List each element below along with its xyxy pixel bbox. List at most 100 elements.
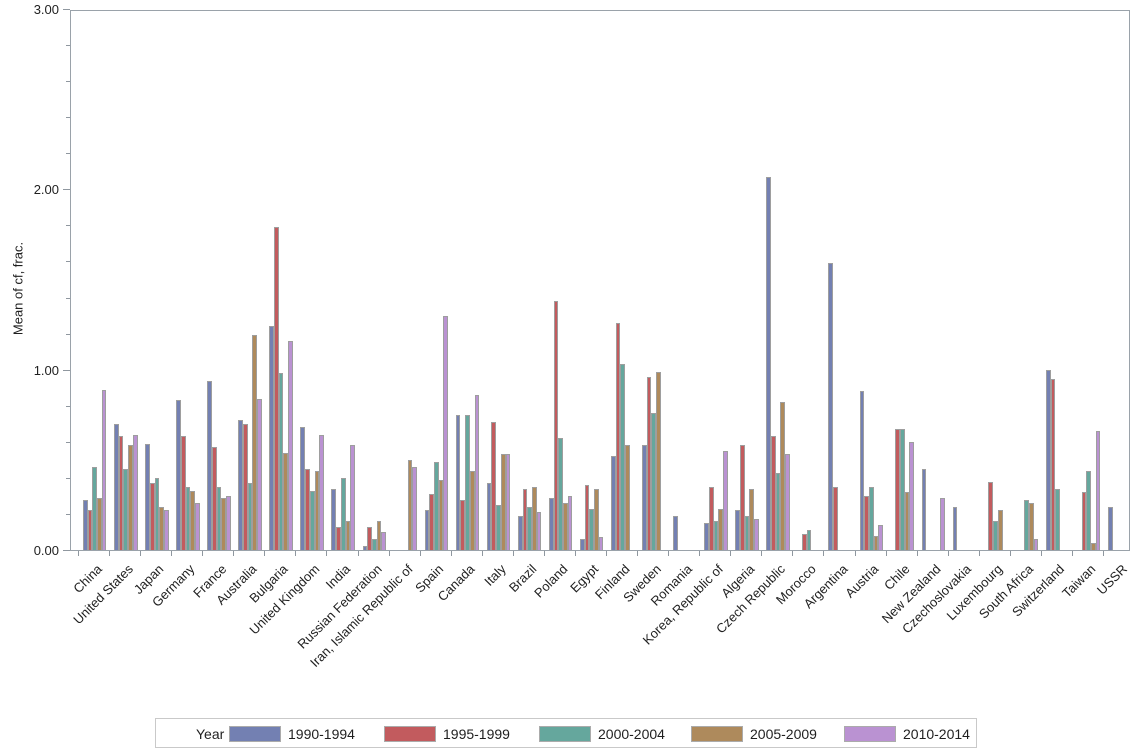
bar-taiwan-2010-2014 <box>1095 431 1101 550</box>
bar-egypt-2000-2004 <box>589 508 595 550</box>
bar-czech-republic-1995-1999 <box>771 436 776 550</box>
y-axis-minor-tick <box>66 405 70 407</box>
y-axis-major-tick <box>63 189 70 191</box>
x-axis-tick <box>419 551 421 556</box>
bar-japan-1990-1994 <box>145 443 150 550</box>
bar-france-2000-2004 <box>216 486 222 550</box>
bar-united-kingdom-1990-1994 <box>300 427 306 550</box>
bar-sweden-2000-2004 <box>651 412 657 550</box>
bar-egypt-2010-2014 <box>598 537 604 550</box>
x-axis-tick <box>1102 551 1104 556</box>
bar-switzerland-1995-1999 <box>1050 378 1056 550</box>
x-axis-tick <box>854 551 856 556</box>
y-axis-minor-tick <box>66 81 70 83</box>
bar-korea-republic-of-2000-2004 <box>713 521 719 550</box>
bar-italy-1990-1994 <box>486 483 492 550</box>
bar-chile-2000-2004 <box>899 429 905 550</box>
x-axis-tick <box>450 551 452 556</box>
bar-canada-1990-1994 <box>455 414 461 550</box>
bar-algeria-1990-1994 <box>735 510 740 550</box>
y-axis-title: Mean of cf, frac. <box>10 241 26 336</box>
bar-australia-2005-2009 <box>252 335 258 550</box>
bar-sweden-1995-1999 <box>646 376 652 550</box>
bar-korea-republic-of-1990-1994 <box>704 522 709 550</box>
x-axis-tick <box>140 551 142 556</box>
bar-czech-republic-2005-2009 <box>780 402 786 550</box>
x-tick-label: Taiwan <box>1059 561 1099 601</box>
bar-australia-2010-2014 <box>257 398 262 550</box>
bar-algeria-2000-2004 <box>744 515 750 550</box>
y-axis-minor-tick <box>66 153 70 155</box>
bar-india-1990-1994 <box>331 488 337 550</box>
legend-label-2005-2009: 2005-2009 <box>750 726 817 742</box>
bar-spain-2000-2004 <box>434 461 439 550</box>
bar-korea-republic-of-2005-2009 <box>718 508 723 550</box>
x-axis-tick <box>947 551 949 556</box>
bar-brazil-2010-2014 <box>536 512 542 550</box>
bar-brazil-1995-1999 <box>522 488 528 550</box>
bar-finland-1995-1999 <box>615 322 621 550</box>
bar-germany-2005-2009 <box>190 490 195 550</box>
bar-luxembourg-2000-2004 <box>993 521 998 550</box>
bar-poland-2000-2004 <box>558 438 563 550</box>
legend-swatch-1990-1994 <box>229 726 281 742</box>
bar-spain-2010-2014 <box>443 315 449 550</box>
bar-algeria-2010-2014 <box>754 519 759 550</box>
bar-algeria-2005-2009 <box>749 488 755 550</box>
bar-south-africa-2000-2004 <box>1024 499 1029 550</box>
bar-bulgaria-2010-2014 <box>288 340 293 550</box>
legend-box: Year 1990-1994 1995-1999 2000-2004 2005-… <box>155 718 977 748</box>
y-tick-label: 1.00 <box>33 362 59 378</box>
bar-brazil-2005-2009 <box>531 486 537 550</box>
bar-united-states-2000-2004 <box>123 468 129 550</box>
x-axis-tick <box>326 551 328 556</box>
bar-luxembourg-1995-1999 <box>988 481 994 550</box>
bar-algeria-1995-1999 <box>739 445 745 550</box>
x-tick-label: Poland <box>531 561 571 601</box>
bar-italy-2000-2004 <box>496 504 501 550</box>
bar-united-kingdom-1995-1999 <box>305 468 310 550</box>
bar-russian-federation-1990-1994 <box>362 546 368 550</box>
bar-russian-federation-2010-2014 <box>381 532 387 550</box>
bar-brazil-1990-1994 <box>517 515 523 550</box>
bar-austria-2010-2014 <box>878 524 883 550</box>
y-axis-minor-tick <box>66 333 70 335</box>
bar-poland-2010-2014 <box>567 495 573 550</box>
bar-egypt-2005-2009 <box>594 488 599 550</box>
bar-china-1990-1994 <box>83 499 88 550</box>
y-tick-label: 3.00 <box>33 2 59 17</box>
bar-south-africa-2010-2014 <box>1033 539 1039 550</box>
bar-bulgaria-2000-2004 <box>278 373 284 550</box>
legend-label-2010-2014: 2010-2014 <box>903 726 970 742</box>
y-axis-major-tick <box>63 369 70 371</box>
x-axis-tick <box>1009 551 1011 556</box>
bar-canada-2010-2014 <box>474 394 480 550</box>
legend-label-1990-1994: 1990-1994 <box>288 726 355 742</box>
bar-romania-1990-1994 <box>673 515 678 550</box>
bar-morocco-1995-1999 <box>802 533 807 550</box>
x-axis-tick <box>761 551 763 556</box>
bar-india-2005-2009 <box>345 521 351 550</box>
x-axis-tick <box>171 551 173 556</box>
bar-czech-republic-1990-1994 <box>766 176 771 550</box>
bar-france-2010-2014 <box>226 495 231 550</box>
bar-india-2010-2014 <box>350 445 355 550</box>
bar-china-2005-2009 <box>97 497 102 550</box>
x-axis-tick <box>512 551 514 556</box>
bar-germany-1990-1994 <box>176 400 181 550</box>
x-axis-tick <box>730 551 732 556</box>
y-axis-minor-tick <box>66 261 70 263</box>
bar-taiwan-2000-2004 <box>1086 470 1091 550</box>
legend-label-2000-2004: 2000-2004 <box>598 726 665 742</box>
bar-italy-2005-2009 <box>500 454 506 550</box>
x-axis-tick <box>202 551 204 556</box>
bar-argentina-1990-1994 <box>828 263 834 550</box>
bar-australia-1990-1994 <box>238 420 243 550</box>
x-tick-label: Austria <box>841 561 882 601</box>
bar-egypt-1990-1994 <box>579 539 585 550</box>
bar-czechoslovakia-1990-1994 <box>952 506 958 550</box>
bar-spain-2005-2009 <box>438 479 444 550</box>
y-tick-label: 0.00 <box>33 543 59 558</box>
x-axis-tick <box>978 551 980 556</box>
y-axis-minor-tick <box>66 441 70 443</box>
